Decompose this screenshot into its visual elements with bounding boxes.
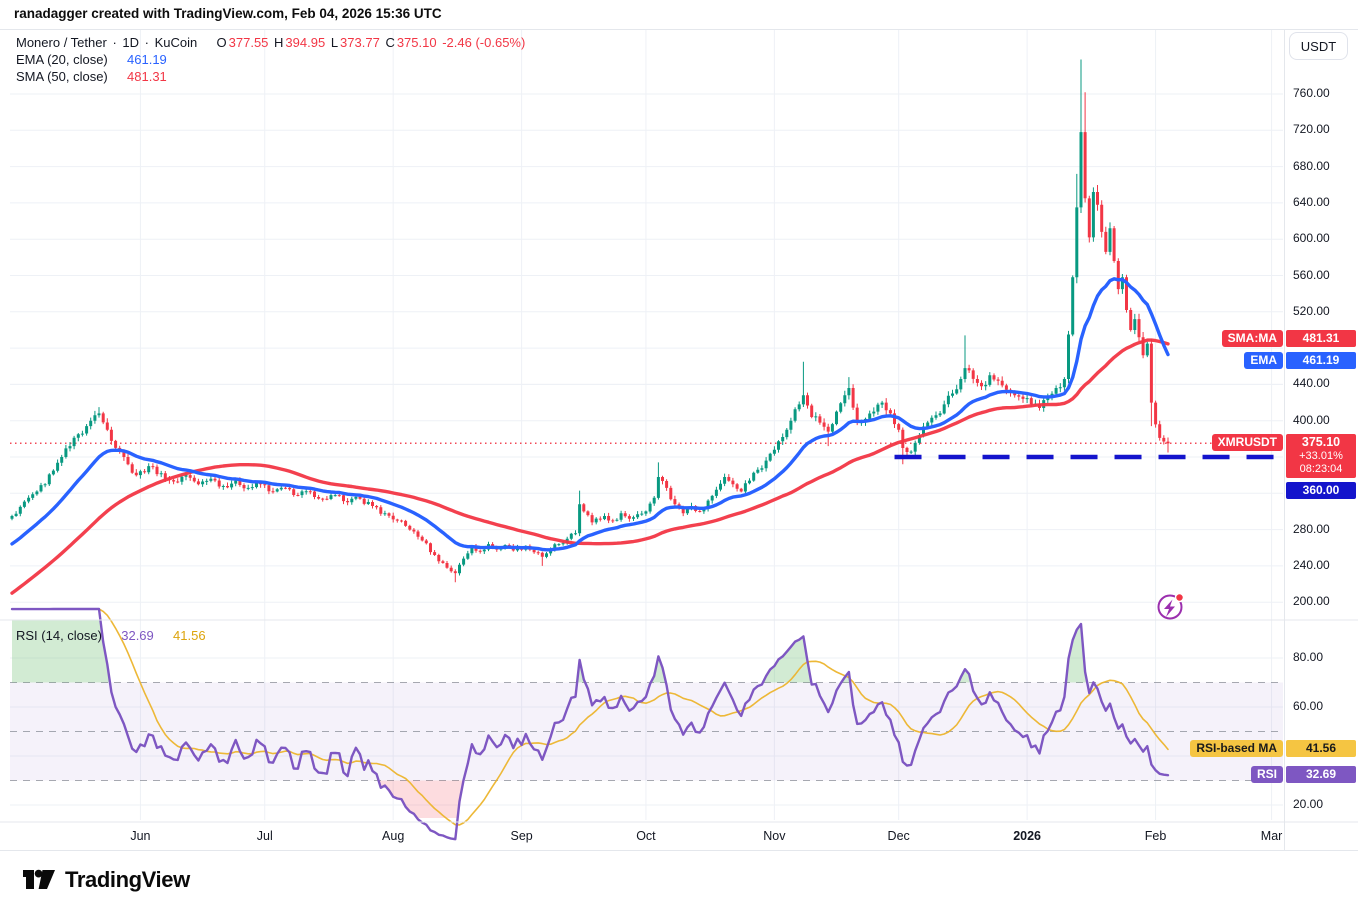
price-tick-label: 200.00: [1293, 594, 1330, 609]
price-tick-label: 240.00: [1293, 557, 1330, 572]
rsi-axis-value: 32.69: [1286, 766, 1356, 784]
time-tick-label: Sep: [510, 829, 533, 843]
time-tick-label: Jun: [130, 829, 151, 843]
rsi-ma-axis-chip: RSI-based MA: [1190, 740, 1283, 758]
ema-axis-value: 461.19: [1286, 351, 1356, 369]
time-tick-label: Aug: [382, 829, 405, 843]
interval-label: 1D: [122, 35, 140, 50]
price-tick-label: 680.00: [1293, 158, 1330, 173]
currency-toggle-button[interactable]: USDT: [1289, 32, 1348, 60]
price-tick-label: 760.00: [1293, 86, 1330, 100]
ema-value: 461.19: [127, 52, 167, 67]
price-tick-label: 520.00: [1293, 303, 1330, 318]
header-separator: [0, 29, 1358, 30]
ema-legend-row[interactable]: EMA (20, close) 461.19: [16, 52, 169, 67]
sma-label: SMA (50, close): [16, 69, 108, 84]
sma-value: 481.31: [127, 69, 167, 84]
time-tick-label: Oct: [636, 829, 656, 843]
rsi-value: 32.69: [121, 628, 154, 643]
time-tick-label: Nov: [763, 829, 786, 843]
price-tick-label: 600.00: [1293, 231, 1330, 246]
rsi-tick-label: 60.00: [1293, 699, 1324, 713]
close-value: 375.10: [396, 35, 437, 50]
session-change: +33.01%: [1299, 450, 1343, 463]
rsi-label: RSI (14, close): [16, 628, 102, 643]
tradingview-wordmark: TradingView: [65, 866, 190, 892]
rsi-tick-label: 80.00: [1293, 650, 1324, 664]
price-tick-label: 560.00: [1293, 267, 1330, 282]
time-tick-label: Dec: [887, 829, 910, 843]
low-value: 373.77: [340, 35, 380, 50]
price-tick-label: 440.00: [1293, 376, 1330, 391]
time-tick-label: Jul: [256, 829, 273, 843]
last-price-badge: 375.10 +33.01% 08:23:04: [1286, 434, 1356, 479]
notification-dot-icon: [1174, 592, 1185, 603]
tradingview-logo[interactable]: TradingView: [20, 862, 190, 897]
time-tick-label: Mar: [1260, 829, 1283, 843]
tradingview-mark-icon: [23, 869, 55, 889]
rsi-ma-value: 41.56: [173, 628, 206, 643]
exchange-label: KuCoin: [154, 35, 198, 50]
rsi-tick-label: 20.00: [1293, 797, 1324, 811]
ema-label: EMA (20, close): [16, 52, 108, 67]
bar-countdown: 08:23:04: [1299, 463, 1343, 476]
support-level-badge: 360.00: [1286, 482, 1356, 500]
symbol-title: Monero / Tether: [16, 35, 107, 50]
price-tick-label: 280.00: [1293, 521, 1330, 536]
last-price-value: 375.10: [1301, 435, 1341, 450]
rsi-axis-chip: RSI: [1250, 766, 1283, 784]
sma-axis-value: 481.31: [1286, 329, 1356, 347]
price-tick-label: 400.00: [1293, 412, 1330, 427]
open-value: 377.55: [228, 35, 269, 50]
sma-axis-chip: SMA:MA: [1221, 329, 1283, 347]
ema-axis-chip: EMA: [1244, 351, 1283, 369]
high-value: 394.95: [285, 35, 326, 50]
rsi-legend-row[interactable]: RSI (14, close) 32.69 41.56: [16, 628, 208, 643]
rsi-ma-axis-value: 41.56: [1286, 740, 1356, 758]
sma-legend-row[interactable]: SMA (50, close) 481.31: [16, 69, 169, 84]
time-tick-label: 2026: [1013, 829, 1041, 843]
price-tick-label: 640.00: [1293, 194, 1330, 209]
change-value: -2.46 (-0.65%): [442, 35, 526, 50]
time-tick-label: Feb: [1144, 829, 1167, 843]
footer-separator: [0, 850, 1358, 851]
symbol-axis-chip: XMRUSDT: [1211, 434, 1283, 452]
attribution-text: ranadagger created with TradingView.com,…: [14, 6, 442, 21]
price-tick-label: 720.00: [1293, 122, 1330, 137]
